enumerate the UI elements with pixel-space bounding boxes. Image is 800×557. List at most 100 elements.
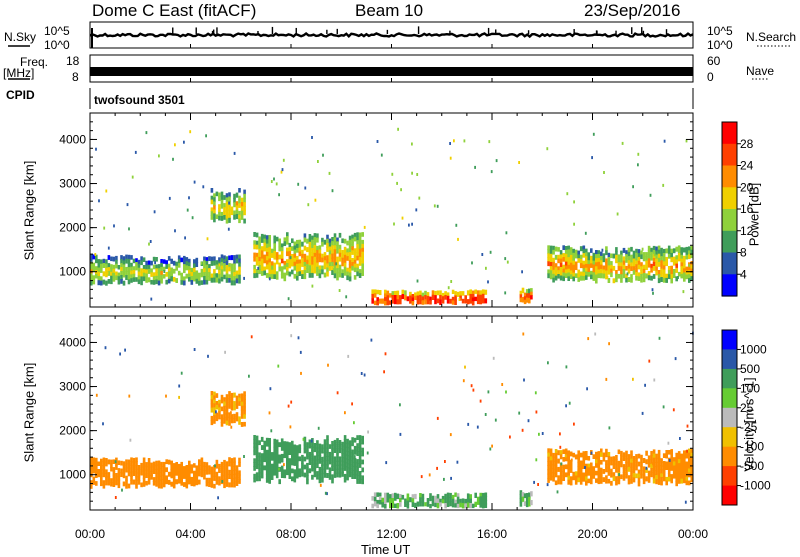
echo-cell (115, 473, 118, 478)
echo-cell (112, 474, 116, 480)
scatter-cell (248, 374, 250, 378)
echo-cell (577, 250, 580, 256)
echo-cell (188, 460, 191, 466)
echo-cell (132, 479, 136, 485)
echo-cell (208, 465, 211, 471)
echo-cell (218, 476, 221, 482)
echo-cell (655, 475, 658, 480)
echo-cell (288, 474, 292, 479)
echo-cell (358, 236, 362, 242)
scatter-cell (366, 451, 369, 455)
echo-cell (577, 450, 580, 456)
echo-cell (343, 262, 347, 268)
echo-cell (326, 271, 329, 277)
echo-cell (547, 473, 550, 479)
echo-cell (431, 502, 435, 507)
echo-cell (341, 457, 344, 462)
echo-cell (574, 454, 578, 460)
echo-cell (120, 472, 123, 477)
echo-cell (172, 467, 176, 473)
scatter-cell (331, 189, 334, 193)
scatter-cell (345, 295, 348, 299)
echo-cell (670, 461, 673, 467)
echo-cell (657, 480, 661, 485)
scatter-cell (470, 384, 473, 388)
echo-cell (115, 480, 118, 486)
echo-cell (265, 441, 269, 447)
echo-cell (625, 277, 628, 283)
echo-cell (210, 420, 214, 426)
scatter-cell (333, 268, 335, 272)
echo-cell (200, 457, 204, 463)
echo-cell (208, 477, 211, 483)
echo-cell (582, 476, 586, 482)
scatter-cell (418, 196, 421, 200)
scatter-cell (590, 451, 593, 455)
echo-cell (562, 457, 565, 462)
scatter-cell (616, 212, 619, 216)
echo-cell (564, 253, 568, 259)
y-tick-label: 3000 (59, 380, 86, 394)
echo-cell (401, 289, 405, 295)
echo-cell (569, 254, 573, 260)
echo-cell (260, 262, 264, 268)
echo-cell (253, 435, 256, 440)
echo-cell (607, 252, 611, 258)
echo-cell (665, 248, 668, 254)
y-tick-label: 3000 (59, 177, 86, 191)
echo-cell (381, 497, 384, 503)
echo-cell (268, 258, 271, 264)
echo-cell (112, 478, 116, 484)
echo-cell (336, 453, 339, 459)
echo-cell (552, 464, 555, 470)
echo-cell (296, 259, 299, 265)
echo-cell (645, 450, 648, 456)
echo-cell (562, 272, 565, 278)
echo-cell (97, 271, 101, 277)
echo-cell (172, 268, 176, 274)
echo-cell (270, 452, 274, 457)
echo-cell (291, 261, 294, 267)
echo-cell (667, 266, 671, 271)
echo-cell (331, 257, 334, 263)
echo-cell (233, 465, 236, 471)
scatter-cell (128, 227, 130, 231)
echo-cell (326, 460, 329, 466)
echo-cell (238, 478, 241, 484)
echo-cell (233, 193, 236, 199)
echo-cell (220, 398, 224, 404)
echo-cell (471, 297, 475, 302)
echo-cell (569, 468, 573, 473)
echo-cell (230, 280, 234, 286)
echo-cell (677, 245, 681, 250)
echo-cell (677, 455, 681, 460)
echo-cell (346, 252, 349, 257)
echo-cell (303, 257, 307, 263)
echo-cell (572, 475, 575, 481)
echo-cell (120, 263, 123, 268)
echo-cell (286, 462, 289, 467)
echo-cell (280, 243, 284, 248)
echo-cell (238, 457, 241, 463)
echo-cell (579, 472, 583, 477)
echo-cell (218, 399, 221, 405)
echo-cell (145, 469, 148, 475)
echo-cell (215, 264, 219, 270)
echo-cell (615, 455, 618, 460)
scatter-cell (344, 411, 346, 415)
echo-cell (590, 475, 593, 480)
echo-cell (190, 481, 194, 487)
echo-cell (582, 451, 586, 457)
echo-cell (235, 270, 239, 276)
echo-cell (572, 248, 575, 254)
echo-cell (572, 268, 575, 274)
echo-cell (667, 274, 671, 280)
echo-cell (308, 456, 312, 461)
echo-cell (348, 460, 352, 466)
echo-cell (323, 460, 327, 466)
echo-cell (685, 469, 689, 474)
echo-cell (351, 250, 354, 255)
echo-cell (283, 241, 287, 246)
scatter-cell (521, 428, 524, 432)
echo-cell (386, 290, 390, 296)
